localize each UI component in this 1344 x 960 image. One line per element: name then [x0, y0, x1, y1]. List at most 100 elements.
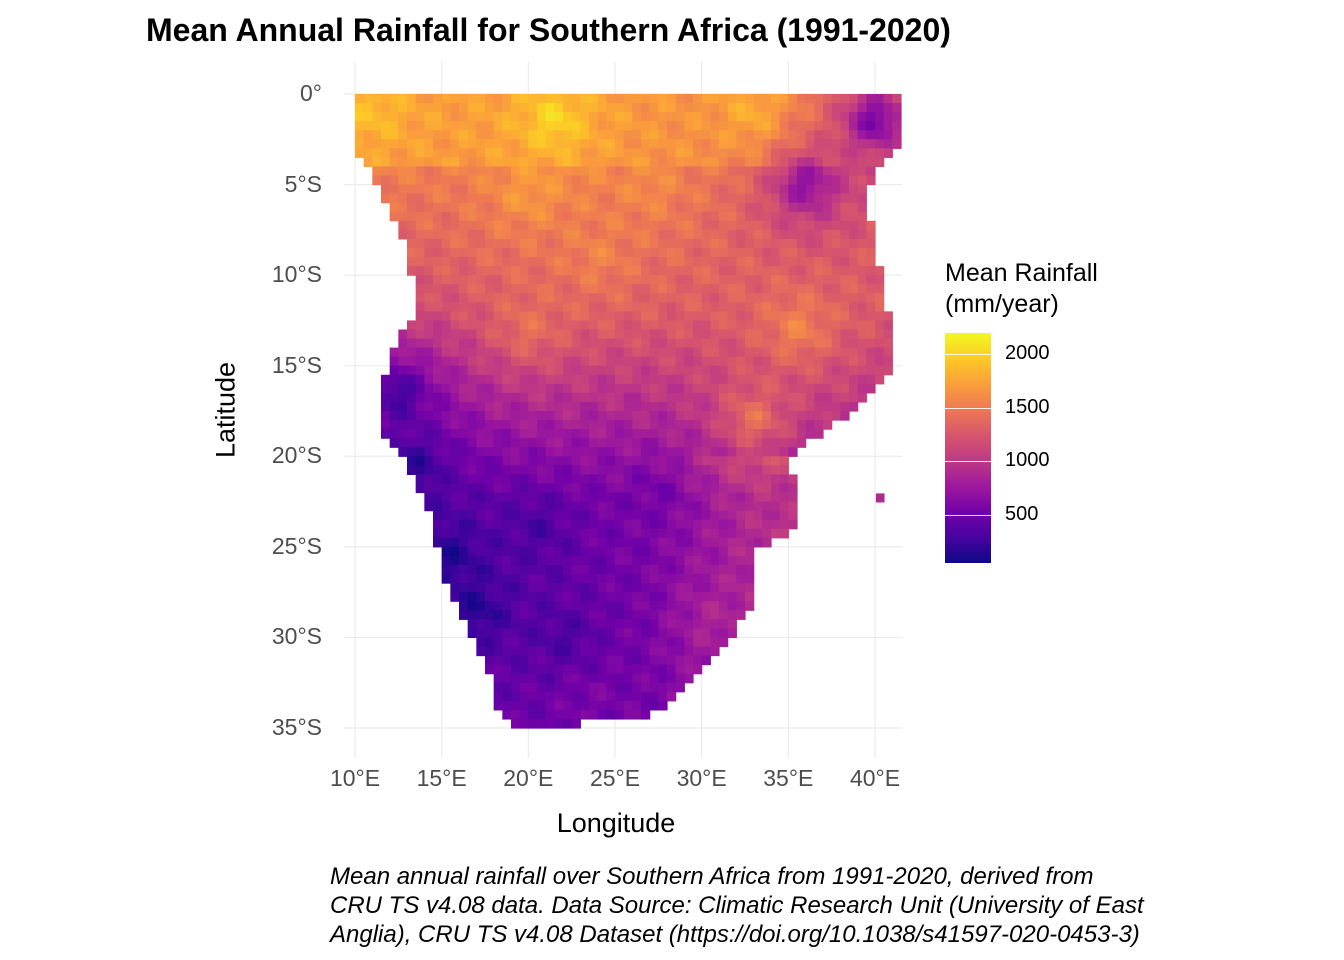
rainfall-cell	[571, 411, 581, 421]
rainfall-cell	[719, 429, 729, 439]
rainfall-cell	[606, 329, 616, 340]
rainfall-cell	[519, 438, 529, 448]
rainfall-cell	[719, 401, 729, 412]
rainfall-cell	[866, 220, 876, 231]
rainfall-cell	[563, 284, 573, 294]
rainfall-cell	[467, 184, 477, 195]
rainfall-cell	[823, 220, 833, 231]
rainfall-cell	[649, 284, 659, 294]
rainfall-cell	[398, 94, 408, 104]
rainfall-cell	[797, 112, 807, 122]
rainfall-cell	[398, 148, 408, 158]
rainfall-cell	[857, 284, 867, 294]
rainfall-cell	[658, 519, 668, 530]
rainfall-cell	[719, 392, 729, 403]
rainfall-cell	[502, 320, 512, 331]
rainfall-cell	[589, 429, 599, 439]
rainfall-cell	[511, 601, 521, 611]
rainfall-cell	[597, 184, 607, 195]
rainfall-cell	[597, 438, 607, 448]
rainfall-cell	[537, 492, 547, 503]
rainfall-cell	[849, 347, 859, 358]
rainfall-cell	[753, 429, 763, 439]
rainfall-cell	[485, 483, 495, 494]
rainfall-cell	[762, 383, 772, 394]
rainfall-cell	[641, 420, 651, 430]
rainfall-cell	[641, 356, 651, 367]
rainfall-cell	[606, 347, 616, 358]
rainfall-cell	[814, 347, 824, 358]
rainfall-cell	[667, 302, 677, 312]
rainfall-cell	[537, 483, 547, 494]
rainfall-cell	[415, 121, 425, 131]
rainfall-cell	[866, 356, 876, 367]
rainfall-cell	[441, 293, 451, 303]
rainfall-cell	[762, 302, 772, 312]
rainfall-cell	[433, 211, 443, 222]
rainfall-cell	[641, 175, 651, 186]
rainfall-cell	[589, 411, 599, 421]
rainfall-cell	[623, 94, 633, 104]
rainfall-cell	[745, 247, 755, 258]
rainfall-cell	[606, 94, 616, 104]
rainfall-cell	[641, 211, 651, 222]
rainfall-cell	[433, 311, 443, 322]
legend-tick-label: 1000	[1005, 449, 1050, 472]
rainfall-cell	[615, 338, 625, 349]
rainfall-cell	[745, 220, 755, 231]
rainfall-cell	[849, 184, 859, 195]
rainfall-cell	[753, 456, 763, 466]
rainfall-cell	[727, 275, 737, 285]
rainfall-cell	[641, 266, 651, 276]
rainfall-cell	[493, 157, 503, 168]
rainfall-cell	[753, 329, 763, 340]
rainfall-cell	[623, 709, 633, 720]
rainfall-cell	[736, 175, 746, 186]
rainfall-cell	[563, 528, 573, 539]
rainfall-cell	[597, 592, 607, 602]
rainfall-cell	[684, 365, 694, 376]
rainfall-cell	[649, 211, 659, 222]
rainfall-cell	[545, 637, 555, 648]
rainfall-cell	[450, 401, 460, 412]
rainfall-cell	[771, 329, 781, 340]
rainfall-cell	[875, 338, 885, 349]
rainfall-cell	[667, 619, 677, 629]
rainfall-cell	[615, 474, 625, 485]
rainfall-cell	[528, 564, 538, 575]
rainfall-cell	[563, 401, 573, 412]
rainfall-cell	[797, 166, 807, 177]
rainfall-cell	[597, 275, 607, 285]
rainfall-cell	[779, 528, 789, 539]
rainfall-cell	[407, 175, 417, 186]
rainfall-cell	[597, 293, 607, 303]
rainfall-cell	[779, 284, 789, 294]
rainfall-cell	[684, 220, 694, 231]
rainfall-cell	[857, 266, 867, 276]
rainfall-cell	[433, 257, 443, 267]
rainfall-cell	[649, 700, 659, 711]
rainfall-cell	[745, 211, 755, 222]
rainfall-cell	[493, 664, 503, 675]
rainfall-cell	[641, 247, 651, 258]
rainfall-cell	[658, 247, 668, 258]
rainfall-cell	[511, 247, 521, 258]
rainfall-cell	[545, 166, 555, 177]
rainfall-cell	[779, 166, 789, 177]
rainfall-cell	[771, 302, 781, 312]
rainfall-cell	[736, 130, 746, 140]
rainfall-cell	[554, 374, 564, 385]
rainfall-cell	[537, 392, 547, 403]
rainfall-cell	[597, 655, 607, 666]
rainfall-cell	[589, 347, 599, 358]
rainfall-cell	[779, 401, 789, 412]
caption-line: Mean annual rainfall over Southern Afric…	[330, 863, 1094, 890]
rainfall-cell	[623, 311, 633, 322]
rainfall-cell	[649, 429, 659, 439]
rainfall-cell	[502, 673, 512, 684]
rainfall-cell	[606, 474, 616, 485]
rainfall-cell	[415, 175, 425, 186]
rainfall-cell	[857, 130, 867, 140]
rainfall-cell	[459, 166, 469, 177]
rainfall-cell	[450, 275, 460, 285]
